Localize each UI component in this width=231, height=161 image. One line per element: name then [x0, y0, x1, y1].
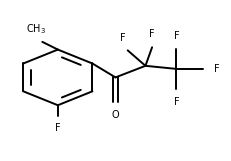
Text: F: F	[149, 29, 155, 39]
Text: F: F	[214, 64, 220, 74]
Text: CH$_3$: CH$_3$	[26, 22, 46, 36]
Text: F: F	[120, 33, 126, 43]
Text: F: F	[174, 97, 179, 107]
Text: O: O	[112, 110, 119, 120]
Text: F: F	[55, 123, 61, 133]
Text: F: F	[174, 31, 179, 41]
